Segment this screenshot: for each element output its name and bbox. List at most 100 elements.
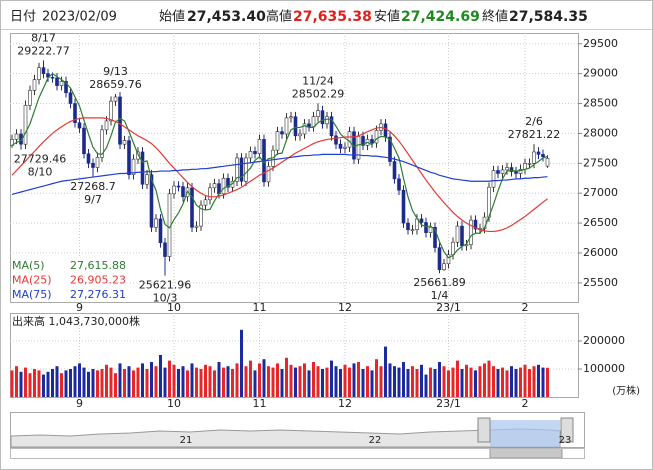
volume-bar (159, 355, 162, 397)
candle-body (113, 96, 118, 102)
navigator-selection[interactable] (490, 420, 560, 447)
annotation-value: 29222.77 (17, 44, 70, 57)
volume-bar (96, 370, 99, 397)
volume-bar (150, 362, 153, 397)
volume-bar (181, 366, 185, 397)
candle-body (356, 136, 361, 160)
annotation-value: 28659.76 (89, 78, 142, 91)
y-tick-label: 29500 (583, 37, 618, 50)
candle-body (208, 187, 212, 201)
volume-bar (429, 367, 432, 397)
candle-body (163, 242, 167, 257)
legend-value: 26,905.23 (70, 274, 126, 287)
volume-bar (474, 370, 477, 397)
volume-bar (433, 369, 437, 397)
volume-bar (447, 370, 450, 397)
navigator-handle-right[interactable] (560, 417, 574, 443)
volume-bar (330, 360, 333, 397)
candle-body (289, 116, 293, 119)
candle-body (118, 96, 122, 145)
candle-body (500, 169, 505, 174)
volume-bar (109, 367, 113, 397)
candle-body (275, 131, 280, 151)
y-tick-label: 27000 (583, 186, 618, 199)
volume-bar (114, 373, 117, 397)
volume-bar (28, 373, 32, 397)
volume-bar (303, 363, 306, 397)
scrollbar[interactable] (10, 448, 585, 459)
volume-bar (523, 364, 527, 397)
candle-body (199, 204, 203, 227)
volume-bar (123, 369, 126, 397)
annotation-value: 25621.96 (139, 279, 192, 292)
y-tick-label: 26000 (583, 246, 618, 259)
volume-bar (487, 360, 491, 397)
volume-bar (163, 367, 167, 397)
volume-bar (127, 366, 131, 397)
volume-bar (348, 367, 351, 397)
close-value: 27,584.35 (509, 9, 588, 25)
volume-bar (87, 371, 90, 397)
navigator-handle-left[interactable] (477, 417, 491, 443)
volume-bar (105, 364, 108, 397)
volume-bar (258, 363, 261, 397)
annotation-value: 27821.22 (508, 128, 561, 141)
candle-body (14, 133, 19, 140)
candle-body (329, 116, 334, 137)
candle-body (77, 122, 82, 129)
volume-bar (406, 369, 410, 397)
volume-bar (469, 367, 473, 397)
candle-body (343, 146, 347, 149)
volume-bar (492, 366, 495, 397)
volume-bar (195, 367, 198, 397)
candle-body (226, 177, 230, 188)
candle-body (59, 81, 64, 86)
volume-bar (19, 371, 23, 397)
volume-bar (388, 363, 392, 397)
volume-bar (240, 329, 243, 397)
y-tick-label: 28000 (583, 126, 618, 139)
candle-body (248, 151, 253, 159)
volume-bar (285, 357, 288, 397)
volume-bar (379, 366, 383, 397)
volume-bar (82, 367, 86, 397)
candle-body (302, 123, 307, 135)
candle-body (181, 186, 185, 198)
volume-bar (154, 366, 158, 397)
volume-bar (546, 367, 549, 397)
volume-bar (334, 366, 338, 397)
volume-bar (532, 366, 536, 397)
candle-body (10, 139, 14, 146)
volume-bar (262, 359, 266, 397)
volume-bar (51, 369, 54, 397)
volume-bar (339, 369, 342, 397)
candle-body (392, 161, 397, 180)
volume-bar (141, 363, 144, 397)
volume-bar (172, 364, 176, 397)
candle-body (95, 157, 100, 168)
candle-body (235, 157, 239, 182)
volume-bar (33, 369, 36, 397)
candle-body (145, 174, 149, 185)
candle-body (532, 151, 536, 164)
volume-bar (528, 369, 531, 397)
y-tick-label: 100000 (583, 362, 625, 375)
date: 2023/02/09 (42, 10, 117, 25)
volume-bar (424, 374, 428, 397)
annotation-value: 28502.29 (292, 87, 345, 100)
volume-bar (307, 370, 311, 397)
y-tick-label: 29000 (583, 67, 618, 80)
volume-bar (177, 369, 180, 397)
candle-body (41, 67, 46, 74)
volume-bar (343, 364, 347, 397)
candle-body (221, 177, 226, 195)
candle-body (280, 131, 284, 135)
candle-body (320, 110, 325, 125)
scrollbar-thumb[interactable] (489, 447, 563, 459)
volume-bar (514, 369, 518, 397)
volume-bar (298, 366, 302, 397)
volume-bar (361, 369, 365, 397)
annotation-value: 25661.89 (413, 276, 466, 289)
volume-bar (280, 369, 284, 397)
candle-body (154, 218, 158, 228)
